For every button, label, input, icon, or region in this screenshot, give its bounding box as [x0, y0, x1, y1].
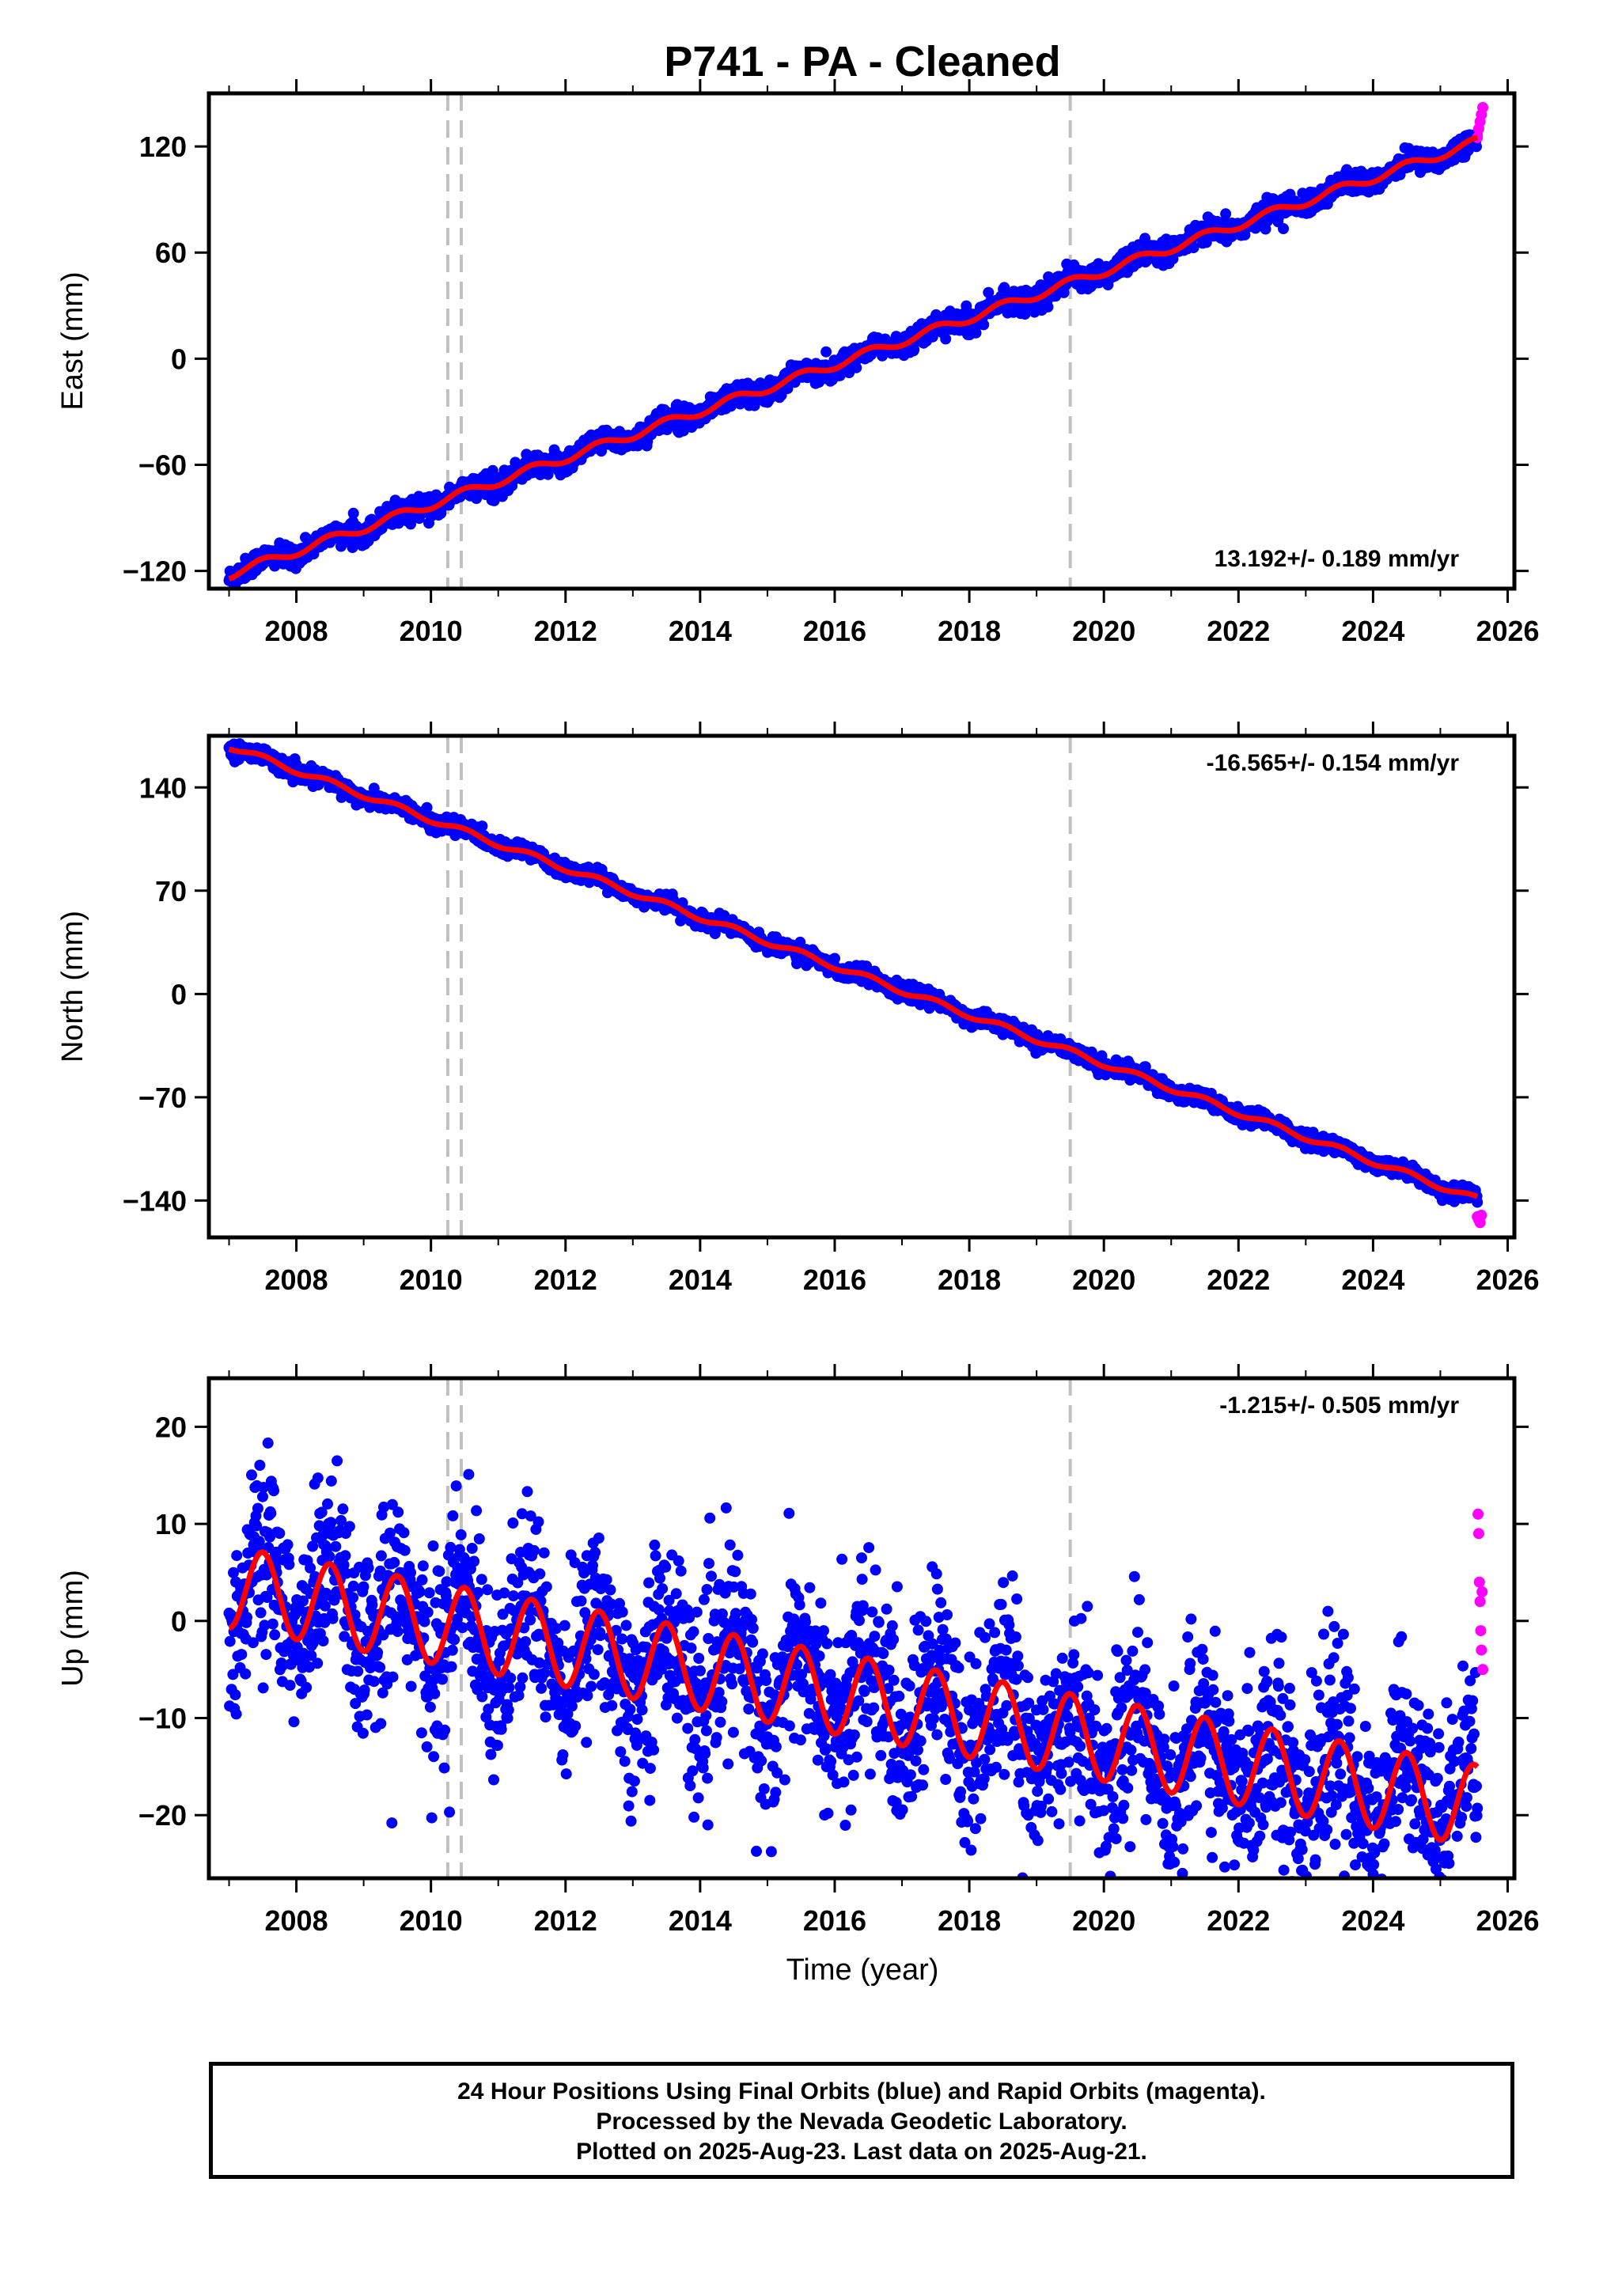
east-x-tick-label: 2018 — [938, 615, 1001, 647]
east-x-tick-label: 2016 — [803, 615, 866, 647]
east-velocity-label: 13.192+/- 0.189 mm/yr — [1215, 546, 1460, 572]
east-rapid-point — [1477, 101, 1489, 113]
north-panel: 2008 2010 2012 2014 2016 2018 2020 2022 2024 2026… — [56, 722, 1540, 1296]
east-data-point — [405, 518, 416, 530]
east-data-point — [748, 400, 760, 411]
east-data-point — [1188, 242, 1199, 254]
east-data-point — [1278, 223, 1289, 234]
east-data-point — [347, 507, 359, 519]
east-y-tick-label: 0 — [171, 343, 187, 375]
east-data-point — [940, 333, 952, 345]
east-data-point — [596, 445, 607, 457]
north-data-point — [829, 953, 840, 964]
east-y-tick-label: 120 — [139, 131, 187, 163]
east-data-point — [1167, 253, 1179, 265]
east-data-point — [1471, 141, 1482, 153]
east-data-point — [1139, 233, 1151, 244]
chart-title: P741 - PA - Cleaned — [664, 38, 1060, 85]
east-x-tick-label: 2020 — [1072, 615, 1135, 647]
east-x-tick-label: 2008 — [265, 615, 328, 647]
east-data-point — [978, 319, 990, 331]
panels: 2008 2010 2012 2014 2016 2018 2020 2022 2024 2026… — [56, 79, 1540, 1937]
east-data-point — [820, 346, 832, 358]
east-x-tick-label: 2014 — [669, 615, 732, 647]
east-y-tick-label: −60 — [138, 449, 187, 482]
east-data-point — [1042, 301, 1054, 313]
north-data-point — [476, 820, 488, 832]
east-model-fit-line — [228, 135, 1479, 582]
east-x-tick-label: 2026 — [1476, 615, 1539, 647]
east-x-tick-label: 2024 — [1341, 615, 1404, 647]
east-x-tick-label: 2010 — [400, 615, 463, 647]
east-data-point — [1220, 208, 1232, 220]
east-data-point — [487, 464, 498, 476]
east-final-orbit-points — [223, 101, 1489, 589]
north-data-point — [421, 801, 433, 813]
east-data-point — [851, 362, 862, 373]
east-x-tick-label: 2012 — [534, 615, 597, 647]
east-x-tick-label: 2022 — [1207, 615, 1270, 647]
east-data-point — [970, 327, 982, 339]
east-plot-frame — [207, 91, 1517, 591]
east-y-axis-label: East (mm) — [56, 271, 89, 410]
east-y-tick-label: 60 — [155, 237, 187, 269]
east-data-point — [488, 494, 500, 506]
east-panel: 2008 2010 2012 2014 2016 2018 2020 2022 2024 2026… — [56, 79, 1540, 647]
east-y-tick-label: −120 — [123, 555, 187, 588]
